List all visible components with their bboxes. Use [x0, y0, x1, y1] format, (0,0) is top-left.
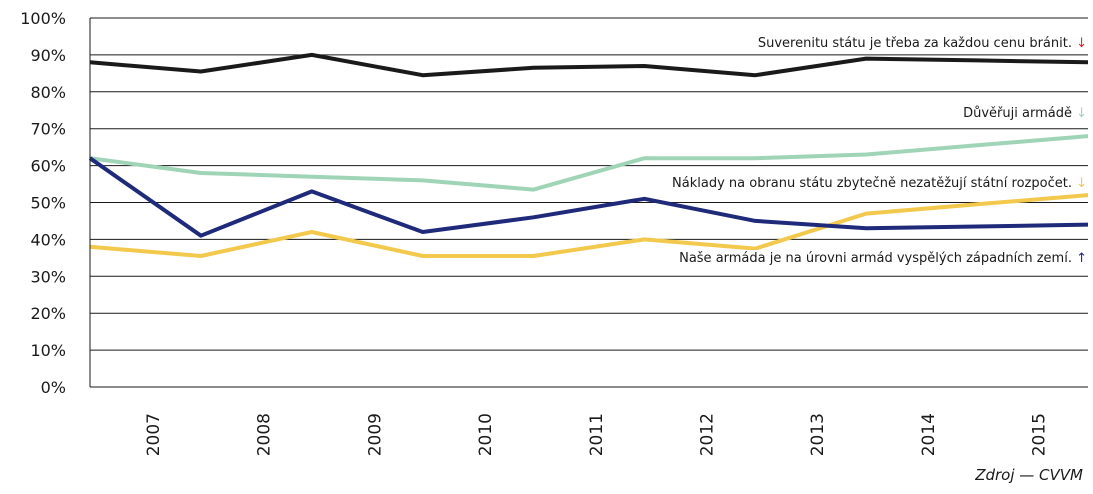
series-label: Náklady na obranu státu zbytečně nezatěž… [672, 176, 1087, 191]
y-tick-label: 30% [30, 267, 66, 286]
y-tick-label: 10% [30, 341, 66, 360]
series-label-bg [959, 105, 1091, 122]
axes [89, 18, 1088, 388]
x-tick-label: 2014 [919, 413, 939, 456]
series-line [89, 193, 1089, 258]
trend-arrow-icon: ↓ [1076, 176, 1087, 191]
trend-arrow-icon: ↓ [1076, 36, 1087, 51]
x-tick-label: 2007 [144, 413, 164, 456]
series-label: Suverenitu státu je třeba za každou cenu… [758, 36, 1087, 51]
trend-arrow-icon: ↑ [1076, 251, 1087, 266]
y-tick-label: 0% [41, 378, 66, 397]
series-label-bg [668, 175, 1091, 192]
x-tick-label: 2011 [587, 413, 607, 456]
x-tick-label: 2012 [698, 413, 718, 456]
y-tick-label: 100% [20, 9, 66, 28]
y-tick-label: 50% [30, 194, 66, 213]
x-tick-label: 2013 [808, 413, 828, 456]
x-tick-label: 2009 [365, 413, 385, 456]
y-tick-label: 80% [30, 83, 66, 102]
trend-arrow-icon: ↓ [1076, 106, 1087, 121]
x-tick-label: 2008 [255, 413, 275, 456]
y-tick-label: 70% [30, 120, 66, 139]
series-label: Naše armáda je na úrovni armád vyspělých… [679, 251, 1087, 266]
series-label-bg [753, 35, 1091, 52]
y-tick-label: 40% [30, 230, 66, 249]
x-axis-ticks: 2007 2008 2009 2010 2011 2012 2013 2014 2015 [144, 413, 1050, 456]
y-tick-label: 60% [30, 157, 66, 176]
source-note: Zdroj — CVVM [975, 466, 1083, 484]
y-axis-ticks: 0% 10% 20% 30% 40% 50% 60% 70% 80% 90% 100% [20, 9, 66, 397]
series-lines [88, 52, 1089, 258]
x-tick-label: 2010 [476, 413, 496, 456]
series-labels: Suverenitu státu je třeba za každou cenu… [668, 35, 1091, 267]
series-line [88, 156, 1089, 238]
series-line [89, 52, 1089, 78]
x-tick-label: 2015 [1030, 413, 1050, 456]
y-tick-label: 90% [30, 46, 66, 65]
series-label-bg [675, 250, 1091, 267]
series-label: Důvěřuji armádě ↓ [963, 106, 1087, 121]
gridlines [90, 17, 1088, 351]
y-tick-label: 20% [30, 304, 66, 323]
series-line [89, 134, 1089, 192]
